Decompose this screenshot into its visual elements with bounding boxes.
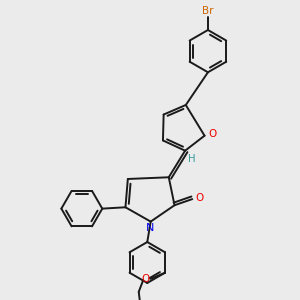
Text: O: O: [196, 194, 204, 203]
Text: N: N: [146, 223, 154, 233]
Text: O: O: [141, 274, 149, 284]
Text: O: O: [208, 129, 216, 139]
Text: Br: Br: [202, 6, 214, 16]
Text: H: H: [188, 154, 195, 164]
